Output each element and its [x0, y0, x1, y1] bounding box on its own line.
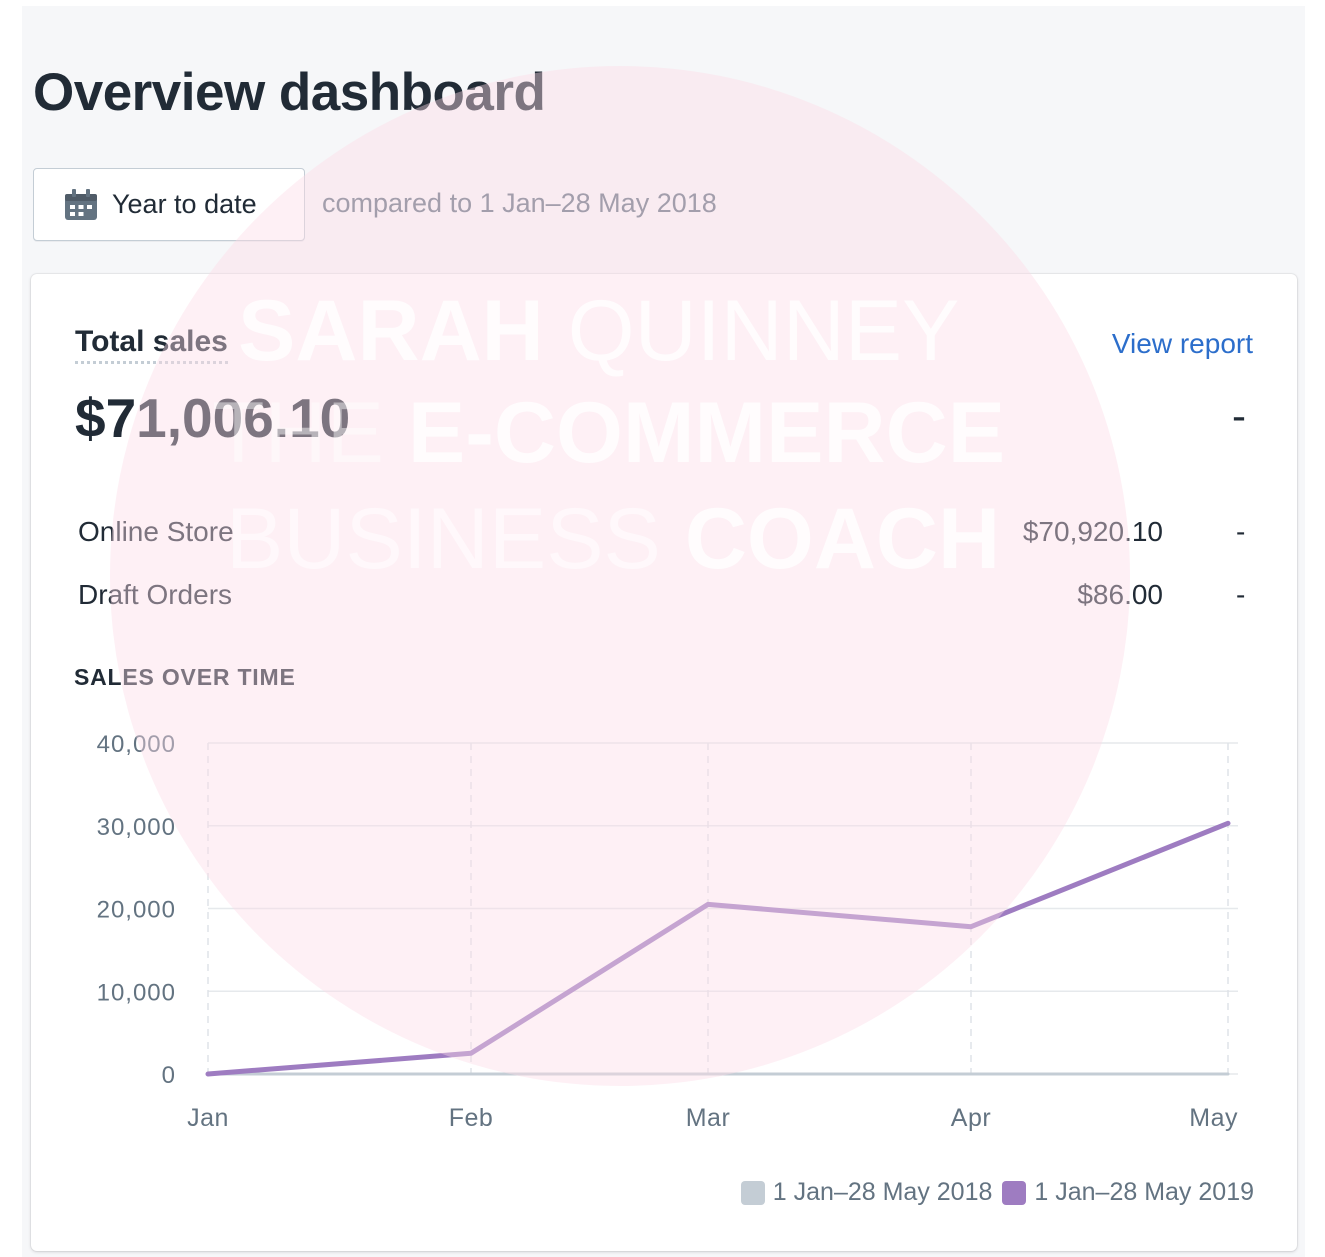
- chart-legend: 1 Jan–28 May 2018 1 Jan–28 May 2019: [740, 1178, 1254, 1207]
- legend-item-2018[interactable]: 1 Jan–28 May 2018: [740, 1178, 993, 1207]
- view-report-link[interactable]: View report: [1111, 328, 1253, 359]
- channel-value-online-store: $70,920.10: [1022, 516, 1163, 547]
- channel-value-draft-orders: $86.00: [1077, 579, 1163, 610]
- date-range-label: Year to date: [112, 189, 257, 219]
- total-sales-change: -: [1232, 392, 1246, 439]
- channel-label-draft-orders: Draft Orders: [78, 579, 233, 610]
- channel-change-draft-orders: -: [1236, 579, 1246, 610]
- comparison-text: compared to 1 Jan–28 May 2018: [322, 188, 717, 218]
- calendar-icon: [65, 188, 97, 220]
- section-heading: SALES OVER TIME: [74, 664, 296, 690]
- legend-label-2018: 1 Jan–28 May 2018: [772, 1178, 993, 1206]
- page-title: Overview dashboard: [33, 63, 546, 122]
- total-sales-value: $71,006.10: [75, 387, 351, 449]
- legend-label-2019: 1 Jan–28 May 2019: [1034, 1178, 1254, 1206]
- date-range-button[interactable]: Year to date: [33, 168, 305, 241]
- legend-item-2019[interactable]: 1 Jan–28 May 2019: [1002, 1178, 1254, 1207]
- legend-swatch-2019: [1002, 1180, 1027, 1205]
- total-sales-card: [31, 274, 1297, 1251]
- channel-change-online-store: -: [1236, 516, 1246, 547]
- card-title[interactable]: Total sales: [75, 325, 228, 364]
- legend-swatch-2018: [740, 1180, 765, 1205]
- channel-label-online-store: Online Store: [78, 516, 234, 547]
